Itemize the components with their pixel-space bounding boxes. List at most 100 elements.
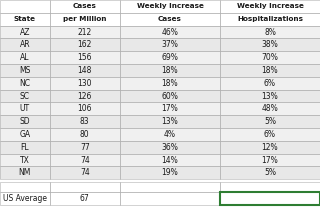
Bar [220, 26, 320, 38]
Text: 18%: 18% [262, 66, 278, 75]
Text: 83: 83 [80, 117, 90, 126]
Bar [220, 103, 320, 115]
Bar [220, 128, 320, 141]
Bar [50, 90, 120, 103]
Bar [120, 128, 220, 141]
Bar [220, 192, 320, 205]
Bar [50, 51, 120, 64]
Bar [120, 51, 220, 64]
Bar [50, 182, 120, 192]
Bar [50, 128, 120, 141]
Bar [50, 38, 120, 51]
Text: 156: 156 [77, 53, 92, 62]
Bar [120, 154, 220, 166]
Text: 13%: 13% [262, 92, 278, 101]
Text: per Million: per Million [63, 16, 107, 22]
Bar [50, 38, 120, 51]
Bar [120, 166, 220, 179]
Text: NC: NC [19, 79, 30, 88]
Bar [120, 38, 220, 51]
Bar [0, 192, 50, 205]
Text: 74: 74 [80, 156, 90, 165]
Bar [120, 26, 220, 38]
Bar [120, 90, 220, 103]
Bar [50, 166, 120, 179]
Bar [0, 77, 50, 90]
Bar [0, 90, 50, 103]
Bar [0, 182, 50, 192]
Bar [50, 154, 120, 166]
Text: Cases: Cases [158, 16, 182, 22]
Bar [120, 115, 220, 128]
Bar [0, 154, 50, 166]
Text: UT: UT [20, 104, 30, 113]
Bar [0, 64, 50, 77]
Bar [220, 64, 320, 77]
Bar [220, 90, 320, 103]
Text: 106: 106 [77, 104, 92, 113]
Bar [50, 64, 120, 77]
Text: 6%: 6% [264, 79, 276, 88]
Text: 69%: 69% [162, 53, 179, 62]
Text: Weekly Increase: Weekly Increase [137, 3, 204, 9]
Bar [50, 192, 120, 205]
Bar [220, 115, 320, 128]
Bar [50, 0, 120, 13]
Bar [220, 166, 320, 179]
Bar [220, 26, 320, 38]
Bar [50, 182, 120, 192]
Bar [0, 0, 50, 13]
Bar [120, 166, 220, 179]
Bar [120, 115, 220, 128]
Text: 126: 126 [78, 92, 92, 101]
Bar [220, 77, 320, 90]
Bar [0, 128, 50, 141]
Text: 212: 212 [78, 28, 92, 37]
Bar [120, 13, 220, 26]
Bar [220, 141, 320, 154]
Text: State: State [14, 16, 36, 22]
Bar [50, 115, 120, 128]
Text: 77: 77 [80, 143, 90, 152]
Bar [0, 51, 50, 64]
Bar [0, 13, 50, 26]
Bar [120, 64, 220, 77]
Bar [0, 182, 50, 192]
Bar [0, 90, 50, 103]
Bar [120, 0, 220, 13]
Bar [50, 77, 120, 90]
Text: 130: 130 [77, 79, 92, 88]
Bar [120, 192, 220, 205]
Text: 38%: 38% [262, 40, 278, 49]
Bar [220, 182, 320, 192]
Text: 17%: 17% [162, 104, 178, 113]
Text: AL: AL [20, 53, 29, 62]
Bar [220, 51, 320, 64]
Bar [120, 154, 220, 166]
Bar [220, 141, 320, 154]
Bar [120, 0, 220, 13]
Bar [120, 64, 220, 77]
Text: TX: TX [20, 156, 30, 165]
Bar [220, 38, 320, 51]
Bar [50, 13, 120, 26]
Bar [120, 51, 220, 64]
Text: US Average: US Average [3, 194, 47, 203]
Bar [0, 141, 50, 154]
Bar [220, 128, 320, 141]
Text: SD: SD [20, 117, 30, 126]
Text: 148: 148 [78, 66, 92, 75]
Bar [220, 182, 320, 192]
Text: NM: NM [19, 168, 31, 177]
Bar [50, 166, 120, 179]
Bar [220, 64, 320, 77]
Text: AZ: AZ [20, 28, 30, 37]
Text: 74: 74 [80, 168, 90, 177]
Text: 37%: 37% [162, 40, 179, 49]
Bar [220, 115, 320, 128]
Bar [220, 13, 320, 26]
Bar [0, 192, 50, 205]
Bar [220, 90, 320, 103]
Bar [220, 77, 320, 90]
Bar [50, 141, 120, 154]
